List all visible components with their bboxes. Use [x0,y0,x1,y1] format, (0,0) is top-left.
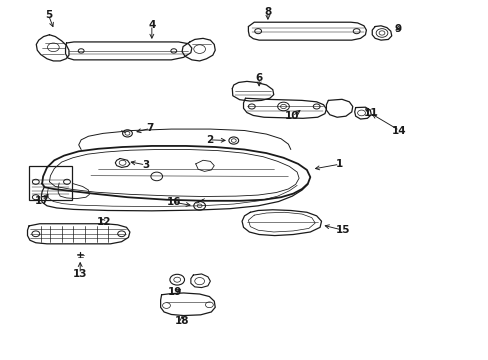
Text: 1: 1 [335,159,343,169]
Text: 11: 11 [363,108,378,118]
Text: 2: 2 [205,135,213,145]
Bar [29,166,72,200]
Text: 3: 3 [142,160,149,170]
Text: 10: 10 [285,111,299,121]
Text: 6: 6 [255,73,262,83]
Text: 8: 8 [264,7,271,17]
Text: 9: 9 [394,24,401,34]
Text: 13: 13 [73,269,87,279]
Text: 19: 19 [168,287,182,297]
Text: 15: 15 [335,225,349,235]
Text: 17: 17 [35,196,49,206]
Text: 14: 14 [391,126,406,135]
Text: 16: 16 [166,197,181,207]
Text: 12: 12 [97,217,111,227]
Text: 7: 7 [146,123,154,133]
Text: 5: 5 [45,10,52,20]
Text: 4: 4 [148,20,155,30]
Text: 18: 18 [175,316,189,325]
